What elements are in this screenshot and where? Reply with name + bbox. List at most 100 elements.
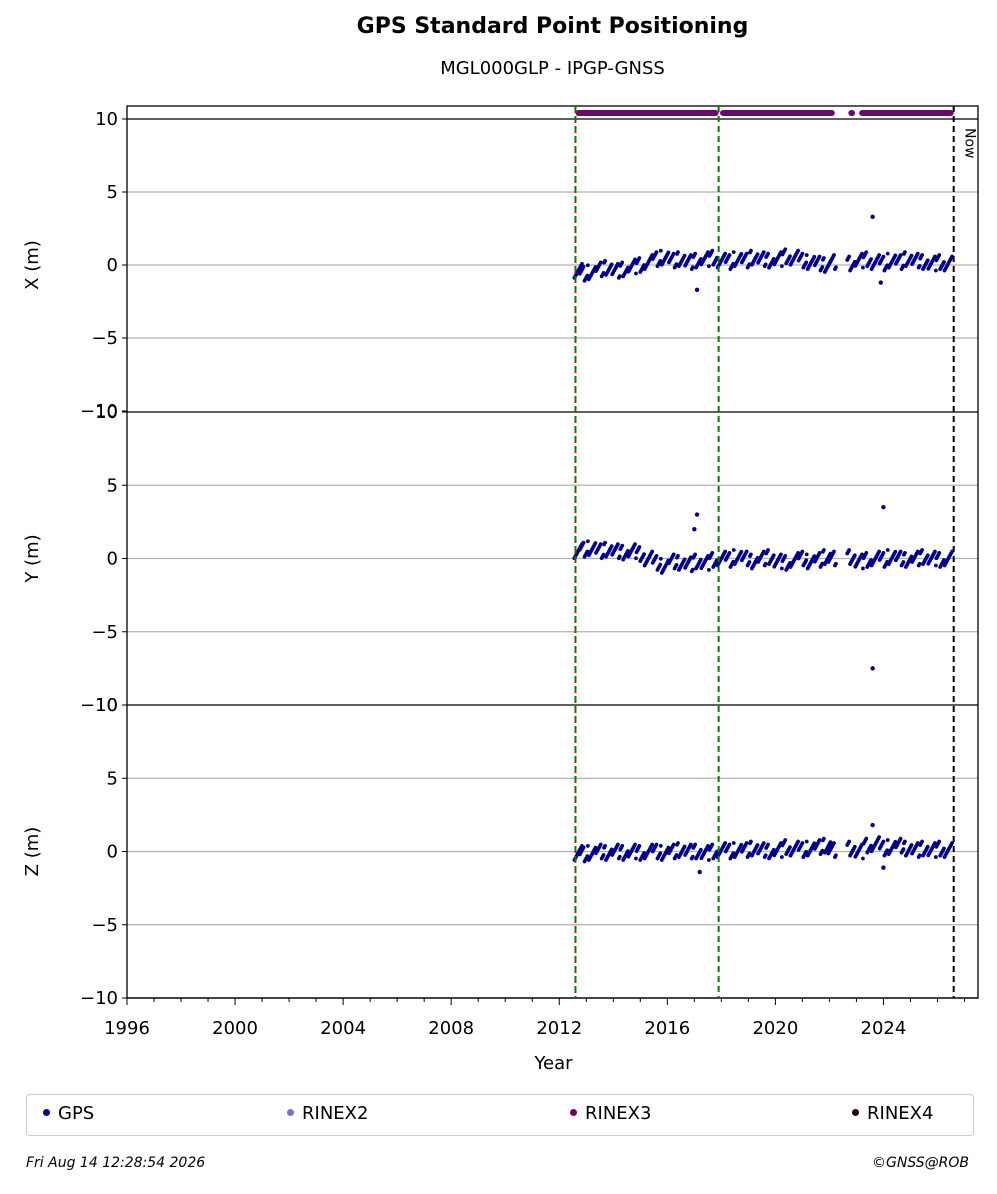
data-point xyxy=(609,544,614,549)
data-point xyxy=(744,549,749,554)
data-point xyxy=(847,839,852,844)
x-axis-label: Year xyxy=(533,1053,573,1074)
y-tick-label: 5 xyxy=(107,182,118,203)
data-point xyxy=(710,248,715,253)
data-point xyxy=(682,557,687,562)
data-point xyxy=(917,853,922,858)
y-axis-label: Y (m) xyxy=(22,534,43,583)
data-point xyxy=(658,248,663,253)
data-point xyxy=(766,251,770,256)
data-point-outlier xyxy=(694,287,700,293)
data-point xyxy=(942,260,946,264)
x-tick-label: 2024 xyxy=(861,1018,907,1039)
data-point xyxy=(779,566,784,571)
data-point xyxy=(690,265,695,270)
x-tick-label: 2008 xyxy=(428,1018,474,1039)
data-point xyxy=(925,258,930,263)
data-point xyxy=(766,548,770,552)
data-point xyxy=(852,553,857,558)
y-tick-label: −5 xyxy=(91,915,118,936)
data-point xyxy=(634,856,638,861)
data-point xyxy=(915,251,920,256)
data-point xyxy=(693,552,698,557)
data-point xyxy=(682,253,687,258)
data-point xyxy=(761,250,766,255)
chart-plot-area: 10 5 0 −5 −10 X (m) 10 5 0 −5 −10 Y (m) 10 5 0 −5 −10 Z (… xyxy=(22,105,979,1074)
data-point xyxy=(585,539,590,544)
y-tick-label: −10 xyxy=(80,695,118,716)
data-point xyxy=(909,843,914,847)
data-point-outlier xyxy=(878,280,883,285)
data-point xyxy=(707,858,711,862)
data-point xyxy=(749,839,753,844)
data-point xyxy=(877,549,882,554)
x-tick-label: 1996 xyxy=(104,1018,150,1039)
data-point xyxy=(707,568,711,572)
data-point-outlier xyxy=(870,666,875,671)
data-point xyxy=(788,845,792,850)
data-point xyxy=(658,556,663,561)
legend-marker-gps xyxy=(43,1108,50,1116)
data-point xyxy=(723,841,728,845)
legend-label-rinex2: RINEX2 xyxy=(302,1103,369,1124)
data-point xyxy=(832,549,836,554)
data-point xyxy=(864,551,869,555)
x-tick-label: 2004 xyxy=(320,1018,366,1039)
data-point xyxy=(920,548,924,552)
data-point xyxy=(898,836,903,841)
data-point xyxy=(783,247,788,252)
data-point xyxy=(727,842,732,847)
data-point xyxy=(925,553,930,558)
data-point xyxy=(804,558,809,563)
legend-marker-rinex3 xyxy=(570,1108,577,1116)
y-tick-label: 0 xyxy=(107,549,118,570)
data-point xyxy=(903,839,907,844)
data-point xyxy=(598,842,603,847)
data-point xyxy=(707,264,711,269)
data-point-outlier xyxy=(697,869,702,875)
data-point xyxy=(920,253,924,257)
data-point xyxy=(901,847,906,852)
data-point xyxy=(637,256,642,260)
data-point xyxy=(620,260,625,265)
data-point xyxy=(942,846,946,851)
chart-title: GPS Standard Point Positioning xyxy=(356,14,749,39)
data-point xyxy=(847,548,852,552)
y-tick-label: −5 xyxy=(91,328,118,349)
data-point xyxy=(749,552,753,557)
y-tick-label: 10 xyxy=(95,695,118,716)
data-point xyxy=(783,838,788,842)
data-point xyxy=(917,263,922,268)
data-point xyxy=(766,842,770,847)
data-point xyxy=(861,265,865,270)
data-point xyxy=(903,551,907,555)
data-point xyxy=(950,841,954,845)
data-point xyxy=(864,250,869,255)
data-point xyxy=(603,844,607,848)
data-point xyxy=(580,261,584,266)
data-point xyxy=(881,839,886,844)
data-point xyxy=(893,253,898,258)
data-point xyxy=(933,563,938,568)
data-point xyxy=(898,549,903,554)
data-point xyxy=(881,551,886,555)
data-point xyxy=(671,552,676,557)
data-point xyxy=(779,855,784,859)
data-point xyxy=(617,854,622,859)
data-point-outlier xyxy=(870,214,875,220)
data-point xyxy=(800,251,805,256)
data-point xyxy=(615,842,620,847)
data-point xyxy=(800,549,805,554)
data-point xyxy=(761,841,766,845)
data-point xyxy=(933,268,938,273)
data-point xyxy=(804,253,809,257)
data-point xyxy=(937,551,942,555)
data-point xyxy=(637,844,642,848)
legend-marker-rinex2 xyxy=(287,1108,294,1116)
legend-item-rinex4: RINEX4 xyxy=(852,1103,933,1124)
data-point xyxy=(658,844,663,848)
data-point xyxy=(581,540,586,545)
rinex3-availability-bar xyxy=(719,110,835,116)
data-point xyxy=(617,274,622,278)
data-point xyxy=(817,254,822,259)
